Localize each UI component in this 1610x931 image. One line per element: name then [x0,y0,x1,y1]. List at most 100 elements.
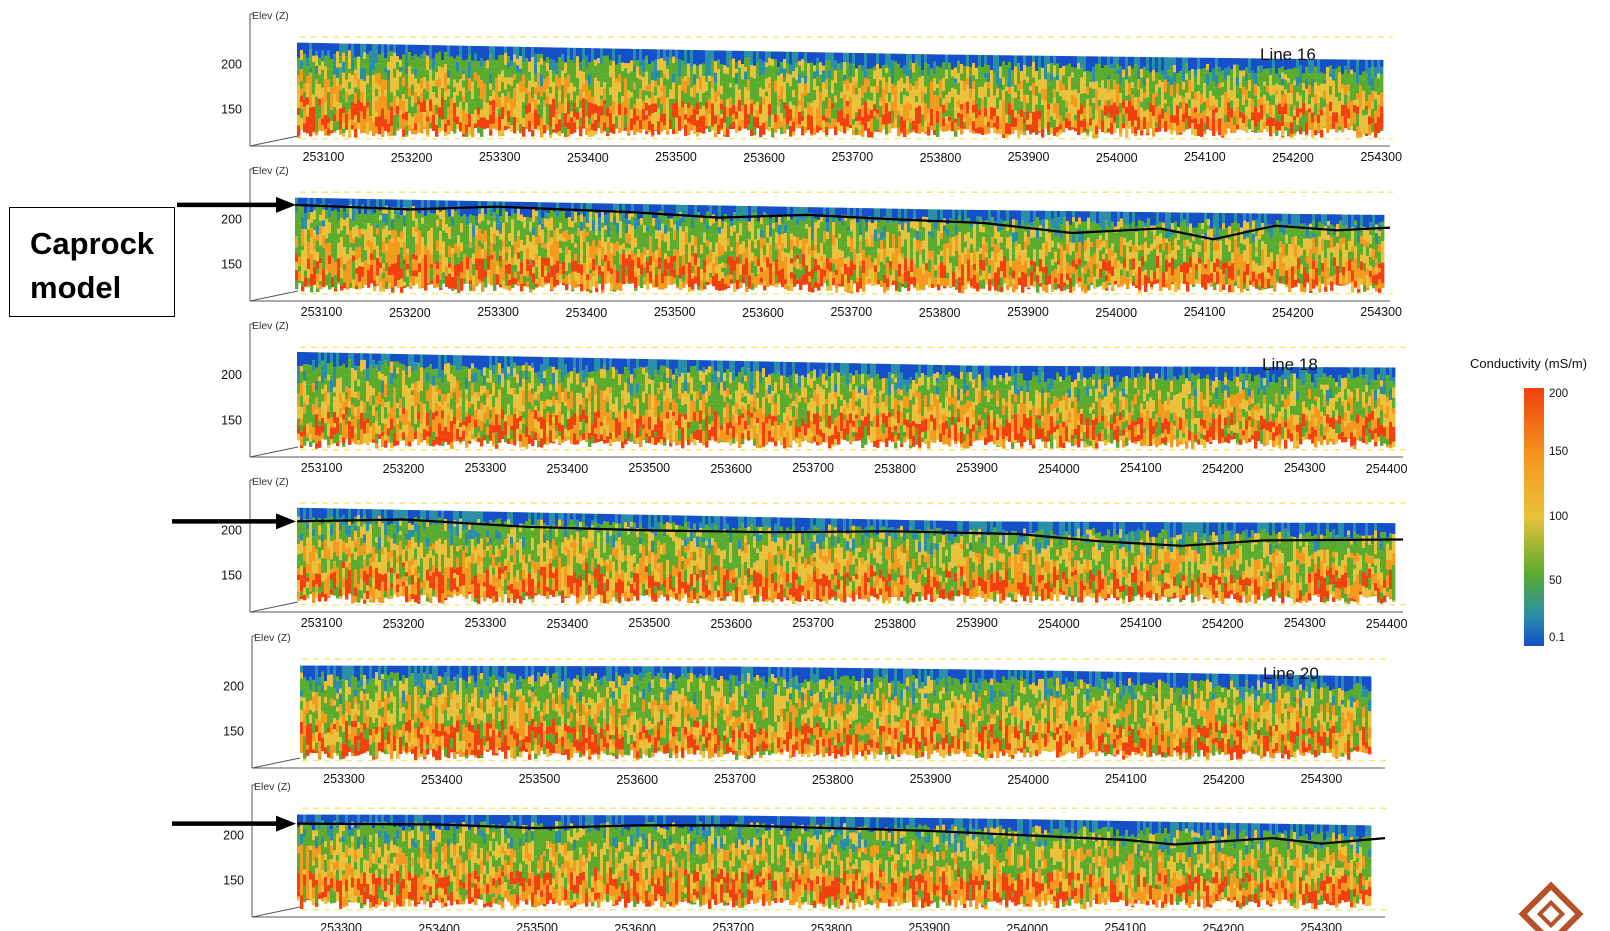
section-cell [486,102,490,110]
section-cell [1275,73,1279,84]
section-cell [319,234,323,246]
section-cell [1257,129,1261,133]
section-cell [402,107,406,114]
section-cell [1056,91,1060,104]
section-cell [1161,70,1165,76]
section-cell [351,128,355,131]
section-cell [759,51,763,60]
section-cell [550,289,554,292]
section-cell [474,80,478,90]
section-cell [493,211,497,218]
section-cell [424,233,428,246]
section-cell [435,124,439,137]
section-cell [1332,122,1336,129]
section-cell [1149,77,1153,88]
section-cell [1038,55,1042,68]
section-cell [1020,117,1024,124]
section-cell [1086,94,1090,100]
section-cell [412,215,416,221]
section-cell [685,216,689,227]
section-cell [331,217,335,224]
section-cell [1146,109,1150,122]
section-cell [664,216,668,225]
section-cell [1329,111,1333,116]
section-cell [759,113,763,126]
section-cell [667,226,671,232]
section-cell [645,71,649,77]
section-cell [466,245,470,258]
section-cell [324,102,328,115]
section-cell [1263,103,1267,115]
section-cell [498,55,502,65]
section-cell [1038,127,1042,132]
section-cell [492,59,496,66]
section-cell [372,127,376,137]
section-cell [328,233,332,243]
section-cell [543,100,547,107]
section-cell [339,56,343,64]
section-cell [595,255,599,266]
section-cell [1221,70,1225,78]
section-cell [316,252,320,262]
section-cell [1365,106,1369,111]
section-cell [448,263,452,268]
section-cell [297,96,301,108]
section-cell [756,124,760,129]
section-cell [1155,122,1159,128]
section-cell [750,88,754,100]
section-cell [609,87,613,95]
section-cell [328,222,332,234]
section-cell [1059,55,1063,69]
section-cell [666,97,670,105]
section-cell [474,45,478,54]
section-cell [709,225,713,236]
section-cell [522,75,526,88]
section-cell [972,104,976,113]
section-cell [996,97,1000,109]
section-cell [436,251,440,262]
section-cell [444,64,448,73]
section-cell [732,86,736,96]
section-cell [706,240,710,247]
section-cell [529,202,533,218]
section-cell [304,252,308,263]
section-cell [957,117,961,127]
section-cell [723,96,727,107]
section-cell [546,76,550,89]
section-cell [1020,81,1024,90]
section-cell [421,237,425,246]
section-cell [780,113,784,122]
section-cell [1284,103,1288,115]
section-cell [471,74,475,82]
section-cell [312,42,316,56]
section-cell [972,63,976,76]
section-cell [1008,93,1012,104]
section-cell [387,132,391,137]
section-cell [1227,75,1231,88]
section-cell [771,136,775,138]
section-cell [564,62,568,74]
section-cell [1005,55,1009,66]
section-cell [816,125,820,133]
section-cell [390,102,394,107]
section-cell [1212,128,1216,135]
section-cell [1053,55,1057,66]
section-cell [712,263,716,276]
section-cell [568,250,572,263]
section-cell [661,212,665,224]
section-cell [1248,98,1252,107]
section-cell [456,61,460,72]
section-cell [813,52,817,66]
section-cell [420,120,424,134]
section-cell [849,63,853,76]
section-cell [1359,90,1363,98]
section-cell [1059,107,1063,116]
section-cell [1215,112,1219,120]
section-cell [618,115,622,128]
section-cell [1263,114,1267,122]
section-cell [456,82,460,96]
section-cell [331,257,335,267]
section-cell [1281,95,1285,107]
section-cell [658,204,662,212]
section-cell [306,116,310,129]
